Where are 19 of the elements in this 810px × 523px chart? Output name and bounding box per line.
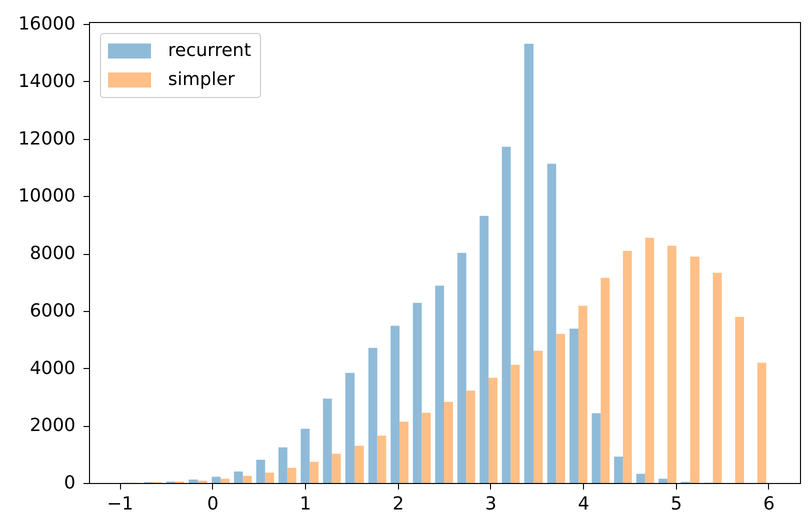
x-tick-label: 5 — [670, 494, 682, 514]
y-tick-label: 6000 — [30, 300, 76, 322]
y-tick-label: 0 — [64, 472, 76, 494]
x-tick-label: 0 — [207, 494, 219, 514]
x-tick-label: 3 — [485, 494, 497, 514]
legend-label: simpler — [168, 69, 236, 90]
x-tick-label: 2 — [392, 494, 404, 514]
x-tick-label: 1 — [300, 494, 312, 514]
y-tick-label: 10000 — [18, 186, 76, 207]
x-tick-label: 6 — [763, 494, 775, 514]
x-tick-label: 4 — [578, 494, 590, 514]
y-tick-label: 2000 — [30, 415, 76, 436]
y-tick-label: 4000 — [30, 358, 76, 379]
y-tick-label: 14000 — [18, 70, 76, 92]
x-tick-label: −1 — [106, 494, 134, 514]
y-tick-label: 8000 — [30, 243, 76, 264]
legend-label: recurrent — [168, 40, 252, 61]
y-tick-label: 16000 — [18, 14, 76, 35]
y-tick-label: 12000 — [18, 128, 76, 150]
